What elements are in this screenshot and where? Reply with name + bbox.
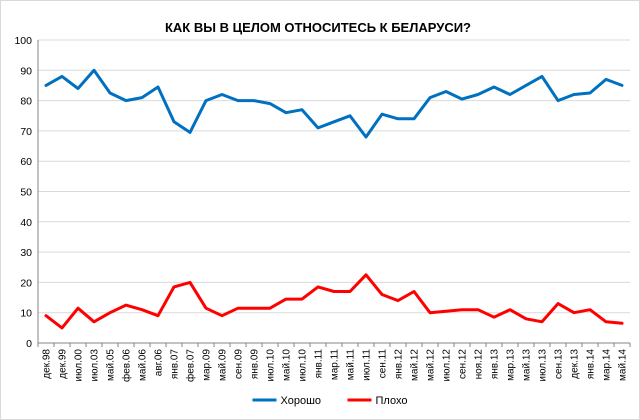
x-tick-labels: дек.98 дек.99 июл.00 июл.03 май.05 фев.06 май.… xyxy=(42,349,629,382)
x-tick-label: сен.13 xyxy=(554,349,565,379)
y-tick-label: 100 xyxy=(14,35,32,47)
y-tick-label: 20 xyxy=(20,277,32,289)
x-tick-label: июл.13 xyxy=(538,349,549,382)
y-tick-label: 70 xyxy=(20,126,32,138)
series-line-1 xyxy=(44,68,624,139)
x-tick-label: фев.06 xyxy=(121,349,133,382)
y-tick-label: 30 xyxy=(20,247,32,259)
x-tick-label: июл.12 xyxy=(442,349,453,382)
x-tick-label: май.12 xyxy=(426,349,437,381)
x-tick-label: май.05 xyxy=(106,349,117,381)
x-tick-label: дек.13 xyxy=(570,349,581,379)
x-tick-label: янв.13 xyxy=(490,349,501,380)
y-tick-label: 10 xyxy=(20,308,32,320)
x-tick-label: янв.11 xyxy=(314,349,325,379)
y-tick-label: 60 xyxy=(20,156,32,168)
x-tick-label: янв.14 xyxy=(586,349,597,380)
x-tick-label: мар.13 xyxy=(506,349,517,381)
x-tick-label: мар.14 xyxy=(602,349,613,381)
x-tick-label: сен.11 xyxy=(378,349,389,379)
x-tick-label: июл.11 xyxy=(362,349,373,381)
axes xyxy=(37,40,631,347)
x-tick-label: янв.07 xyxy=(170,349,181,380)
y-tick-label: 50 xyxy=(20,187,32,199)
x-tick-label: ноя.12 xyxy=(474,349,485,380)
y-tick-label: 40 xyxy=(20,217,32,229)
legend-label-2: Плохо xyxy=(376,395,408,407)
x-tick-label: май.09 xyxy=(218,349,229,381)
gridlines xyxy=(38,39,630,314)
x-tick-label: июл.03 xyxy=(90,349,101,382)
legend-label-1: Хорошо xyxy=(281,395,322,407)
x-tick-label: авг.06 xyxy=(154,349,165,377)
x-tick-label: фев.07 xyxy=(185,349,197,382)
series-lines xyxy=(44,68,624,330)
chart-title: КАК ВЫ В ЦЕЛОМ ОТНОСИТЕСЬ К БЕЛАРУСИ? xyxy=(165,20,471,35)
x-tick-label: май.11 xyxy=(346,349,357,381)
x-tick-label: май.12 xyxy=(410,349,421,381)
x-tick-label: мар.09 xyxy=(202,349,213,381)
x-tick-label: дек.99 xyxy=(58,349,69,379)
x-tick-label: июл.00 xyxy=(74,349,85,382)
x-tick-label: янв.09 xyxy=(250,349,261,380)
legend: Хорошо Плохо xyxy=(252,395,408,407)
x-tick-label: май.14 xyxy=(618,349,629,381)
y-tick-label: 0 xyxy=(26,338,32,350)
y-tick-label: 80 xyxy=(20,96,32,108)
x-tick-label: сен.09 xyxy=(234,349,245,379)
x-tick-label: дек.98 xyxy=(42,349,53,379)
x-tick-label: май.10 xyxy=(282,349,293,381)
x-tick-label: май.06 xyxy=(138,349,149,381)
x-tick-label: июл.10 xyxy=(298,349,309,382)
series-line-2 xyxy=(44,273,624,330)
x-tick-label: май.13 xyxy=(522,349,533,381)
x-tick-label: сен.12 xyxy=(458,349,469,379)
y-tick-label: 90 xyxy=(20,65,32,77)
x-tick-label: июл.10 xyxy=(266,349,277,382)
x-tick-label: янв.12 xyxy=(394,349,405,380)
x-tick-label: мар.11 xyxy=(330,349,341,381)
y-tick-labels: 0 10 20 30 40 50 60 70 80 90 100 xyxy=(14,35,32,350)
